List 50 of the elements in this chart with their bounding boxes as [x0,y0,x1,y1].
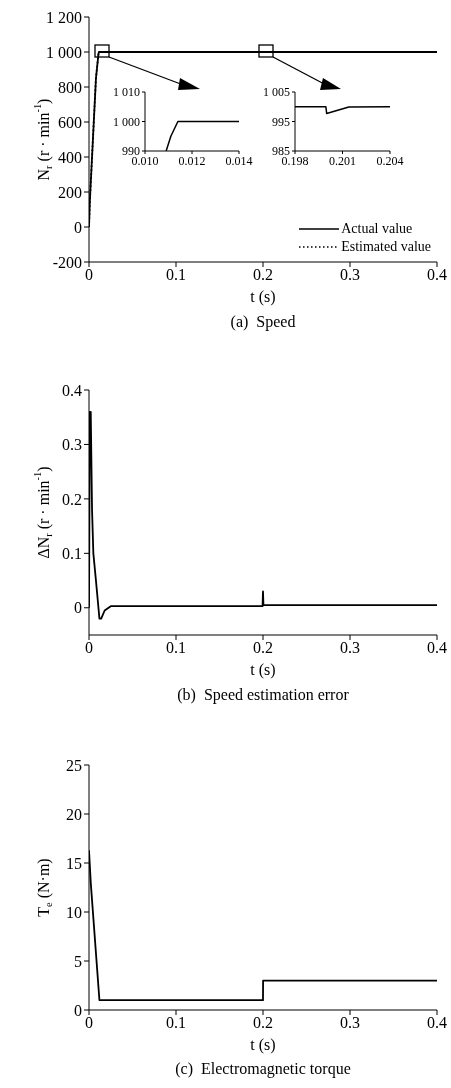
x-axis-title: t (s) [250,1036,276,1054]
text: (b) Speed estimation error [176,686,350,704]
y-tick-label: 0 [74,599,82,617]
text: (a) Speed [229,313,297,331]
x-tick-label: 0.3 [340,1014,360,1032]
y-tick-label: 1 000 [46,43,82,61]
x-tick-label: 0.2 [253,1014,273,1032]
y-tick-label: 15 [66,854,82,872]
y-tick-label: 0.1 [62,545,82,563]
x-tick-label: 0.2 [253,266,273,284]
y-tick-label: 400 [58,148,82,166]
x-tick-label: 0.204 [376,153,404,168]
x-tick-label: 0 [85,639,93,657]
y-tick-label: 995 [272,114,290,129]
y-tick-label: 200 [58,183,82,201]
y-tick-label: 20 [66,805,82,823]
y-tick-label: 0.4 [62,381,82,399]
y-tick-label: 1 005 [263,85,290,100]
x-axis-title: t (s) [250,288,276,306]
y-tick-label: 5 [74,952,82,970]
x-tick-label: 0.3 [340,266,360,284]
text: (c) Electromagnetic torque [174,1060,352,1078]
x-tick-label: 0.1 [166,639,186,657]
x-tick-label: 0 [85,266,93,284]
y-tick-label: 600 [58,113,82,131]
x-tick-label: 0.4 [427,266,447,284]
x-tick-label: 0.1 [166,266,186,284]
y-tick-label: 1 200 [46,8,82,26]
legend-label: Estimated value [341,238,431,256]
x-axis-title: t (s) [250,661,276,679]
x-tick-label: 0 [85,1014,93,1032]
y-tick-label: 25 [66,756,82,774]
x-tick-label: 0.012 [178,153,206,168]
y-tick-label: 0 [74,1001,82,1019]
y-tick-label: 800 [58,78,82,96]
y-tick-label: 1 000 [113,114,140,129]
legend-label: Actual value [341,220,413,238]
y-tick-label: 1 010 [113,85,140,100]
y-tick-label: 10 [66,903,82,921]
x-tick-label: 0.2 [253,639,273,657]
y-tick-label: 0 [74,218,82,236]
x-tick-label: 0.1 [166,1014,186,1032]
x-tick-label: 0.014 [225,153,253,168]
y-tick-label: 0.2 [62,490,82,508]
x-tick-label: 0.4 [427,639,447,657]
y-tick-label: -200 [52,253,82,271]
x-tick-label: 0.4 [427,1014,447,1032]
y-tick-label: 0.3 [62,436,82,454]
x-tick-label: 0.3 [340,639,360,657]
x-tick-label: 0.201 [329,153,356,168]
